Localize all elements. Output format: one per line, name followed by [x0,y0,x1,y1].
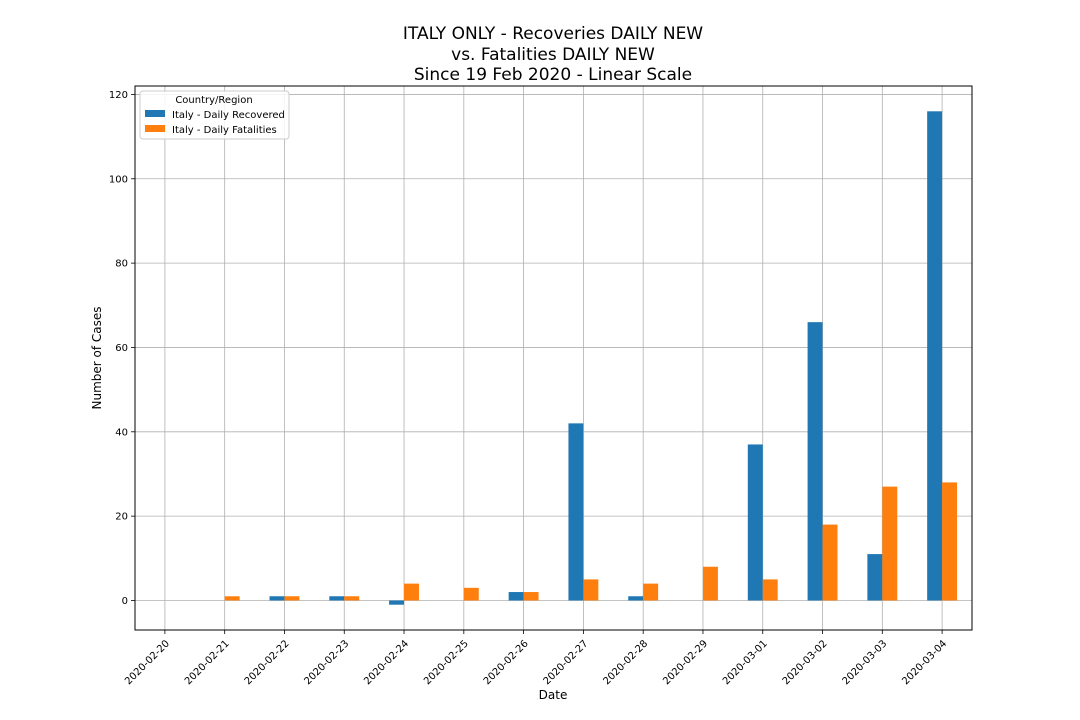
bar-fatalities [762,579,778,601]
bar-recovered [269,596,285,601]
y-axis: 0 20 40 60 80 100 120 [109,90,135,607]
x-tick-label: 2020-02-25 [422,638,471,687]
legend-box [139,90,290,140]
bars [224,111,958,605]
bar-fatalities [463,587,479,601]
x-tick-label: 2020-02-22 [243,638,292,687]
bar-fatalities [942,482,958,601]
x-axis-label: Date [539,688,568,702]
bar-recovered [807,322,823,601]
legend-label-recovered: Italy - Daily Recovered [172,110,285,121]
bar-recovered [747,444,763,601]
bar-recovered [508,592,524,601]
x-tick-label: 2020-02-28 [601,638,650,687]
x-tick-label: 2020-03-02 [781,638,830,687]
bar-fatalities [822,524,838,601]
x-tick-label: 2020-02-29 [661,638,710,687]
bar-fatalities [702,566,718,601]
x-tick-label: 2020-02-27 [542,638,591,687]
bar-fatalities [344,596,360,601]
legend-label-fatalities: Italy - Daily Fatalities [172,125,277,136]
y-tick-label: 20 [115,512,128,523]
legend-swatch-recovered [145,110,165,117]
y-tick-label: 0 [122,596,128,607]
legend-title: Country/Region [175,95,252,106]
bar-recovered [628,596,644,601]
x-axis: 2020-02-20 2020-02-21 2020-02-22 2020-02-23… [123,630,949,687]
legend-swatch-fatalities [145,125,165,132]
bar-recovered [389,600,405,605]
legend: Country/Region Italy - Daily Recovered I… [139,90,290,140]
bar-recovered [329,596,345,601]
grid [135,86,972,630]
y-axis-label: Number of Cases [90,306,104,409]
bar-recovered [867,554,883,601]
bar-fatalities [404,583,419,601]
y-tick-label: 80 [115,259,128,270]
bar-fatalities [882,486,898,601]
bar-fatalities [224,596,240,601]
bar-recovered [927,111,943,601]
x-tick-label: 2020-02-23 [302,638,351,687]
x-tick-label: 2020-02-24 [362,638,411,687]
x-tick-label: 2020-02-21 [183,638,232,687]
bar-fatalities [643,583,659,601]
chart-title-line-2: vs. Fatalities DAILY NEW [451,45,655,65]
x-tick-label: 2020-03-04 [900,638,949,687]
y-tick-label: 60 [115,343,128,354]
bar-recovered [568,423,584,601]
bar-fatalities [523,592,539,601]
x-tick-label: 2020-03-01 [721,638,770,687]
x-tick-label: 2020-02-20 [123,638,172,687]
x-tick-label: 2020-02-26 [482,638,531,687]
chart-title-line-1: ITALY ONLY - Recoveries DAILY NEW [403,24,703,44]
chart-title-line-3: Since 19 Feb 2020 - Linear Scale [414,65,692,85]
x-tick-label: 2020-03-03 [841,638,890,687]
y-tick-label: 40 [115,427,128,438]
bar-fatalities [284,596,300,601]
y-tick-label: 100 [109,174,128,185]
plot-frame [134,85,973,631]
bar-fatalities [583,579,599,601]
y-tick-label: 120 [109,90,128,101]
